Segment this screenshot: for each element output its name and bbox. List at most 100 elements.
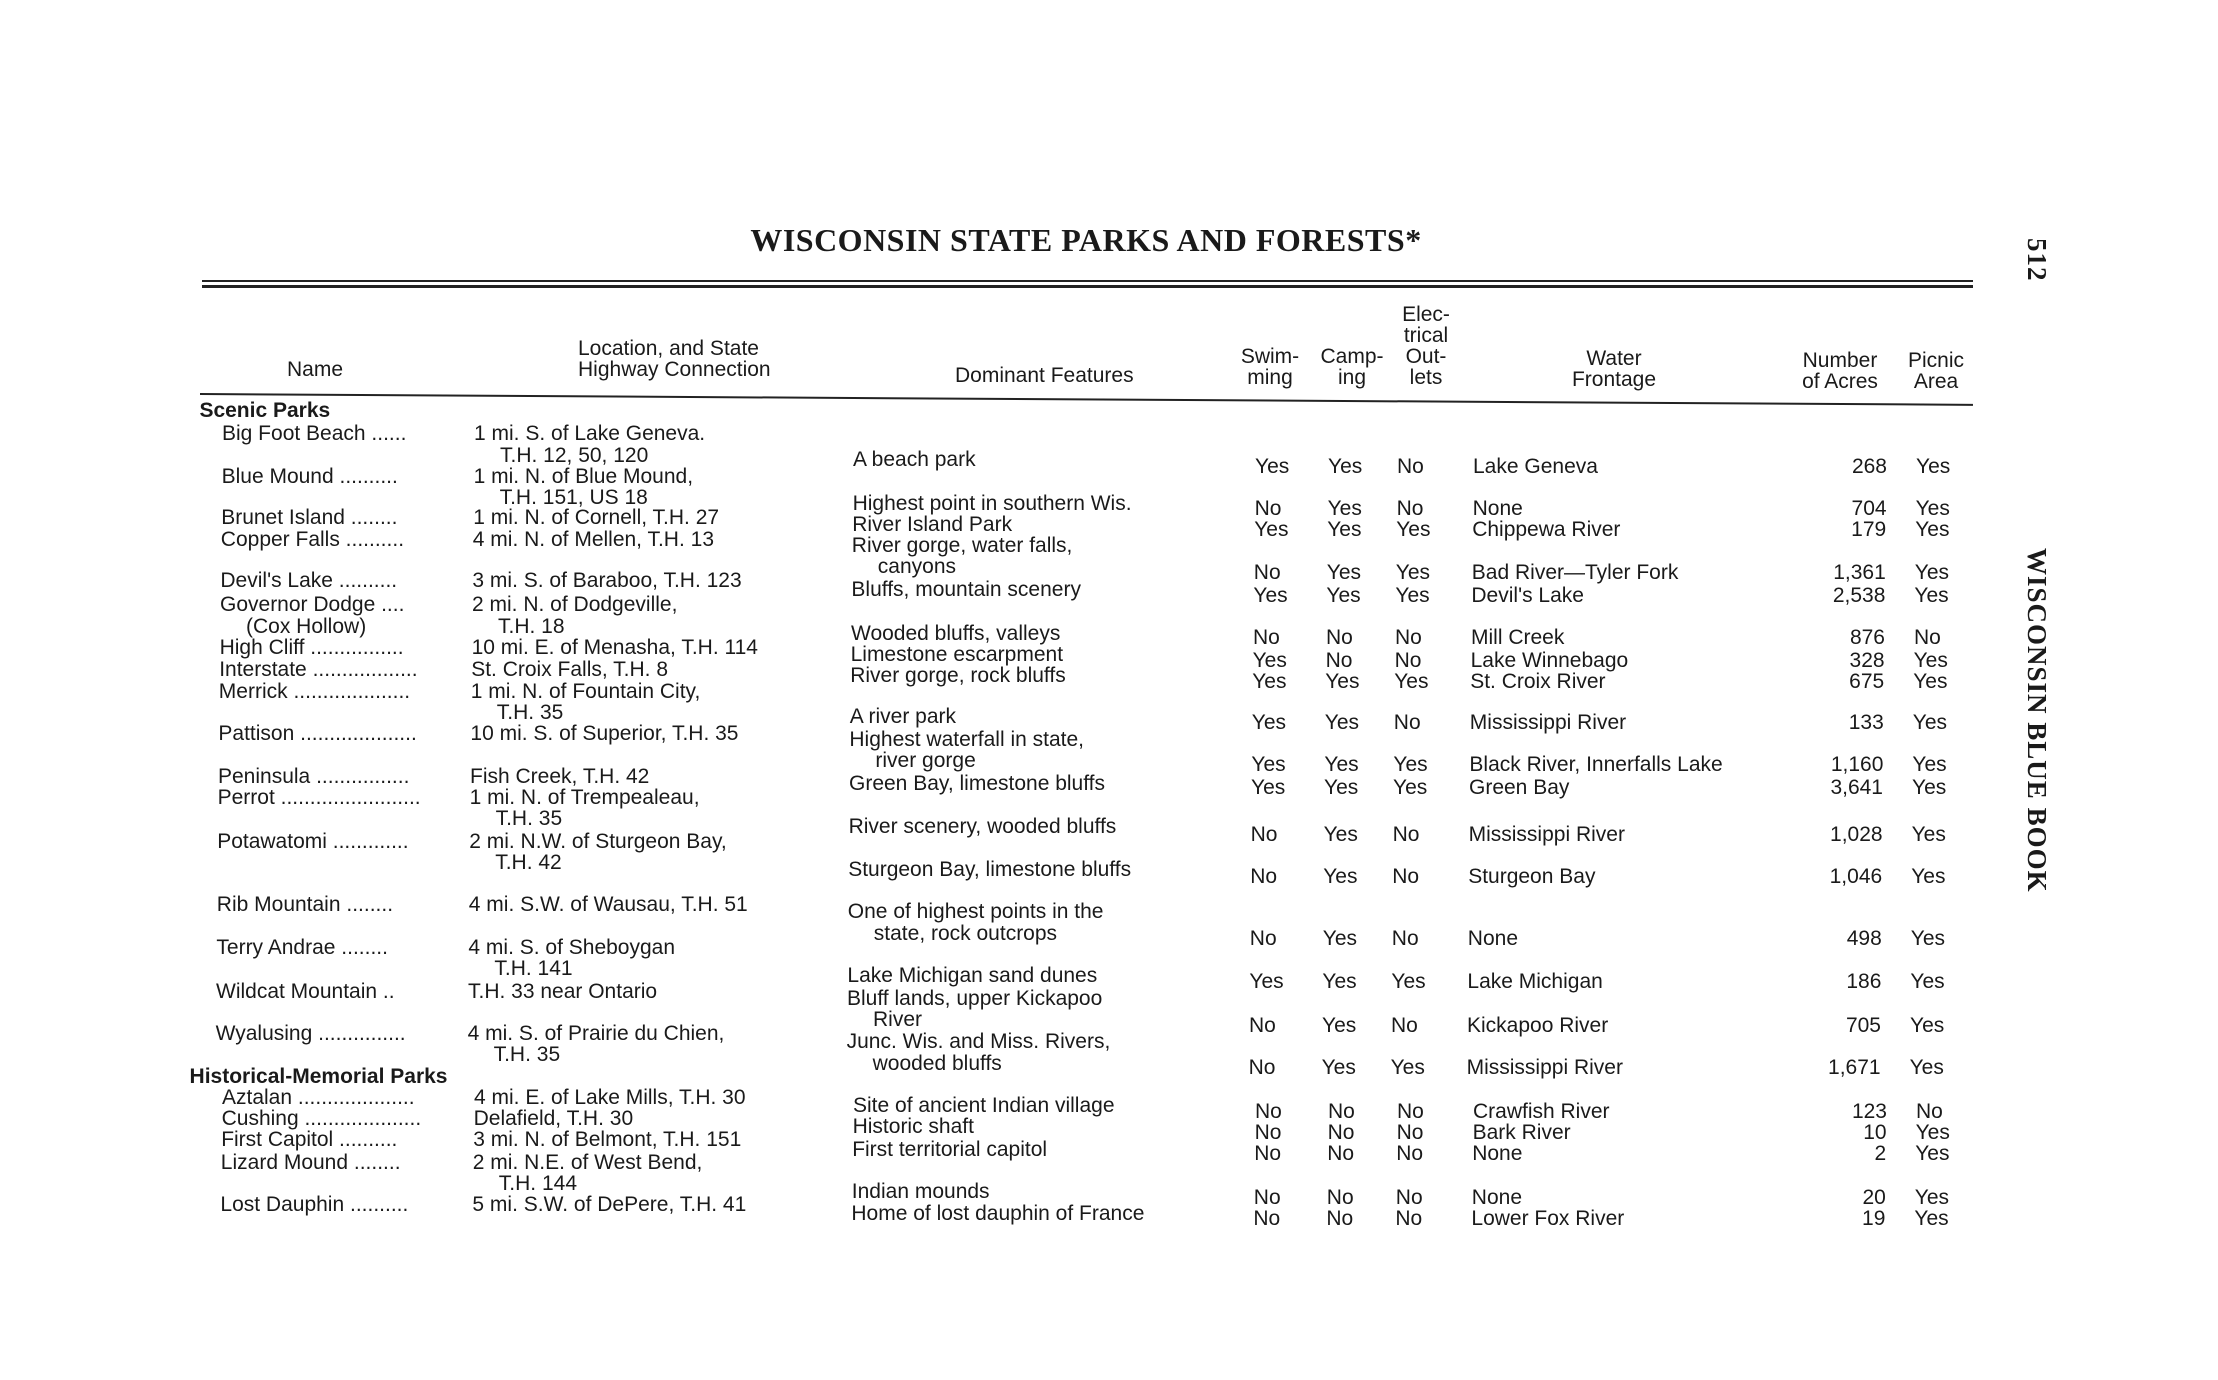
acres-value: 876 (1849, 625, 1885, 649)
picnic-area-value: Yes (1913, 669, 1948, 693)
acres-value: 328 (1849, 648, 1885, 672)
park-location-line: 1 mi. N. of Blue Mound, (473, 464, 694, 488)
electrical-outlets-value: No (1395, 1207, 1423, 1231)
swimming-value: Yes (1255, 454, 1290, 478)
column-header-location: Location, and State Highway Connection (578, 337, 771, 381)
park-features-line: Junc. Wis. and Miss. Rivers, (846, 1030, 1111, 1054)
park-name-line: Big Foot Beach ...... (222, 422, 407, 446)
park-features: Indian mounds (852, 1181, 990, 1203)
park-location: 4 mi. S.W. of Wausau, T.H. 51 (469, 894, 748, 916)
swimming-value: No (1253, 1207, 1281, 1231)
column-header-line: ing (1337, 366, 1367, 389)
park-name-line: Wyalusing ............... (215, 1021, 406, 1045)
park-location-line: T.H. 35 (495, 807, 563, 831)
swimming-value: Yes (1252, 669, 1287, 693)
park-name: Wyalusing ............... (216, 1023, 406, 1045)
acres-value: 3,641 (1830, 775, 1883, 799)
column-header-line: Elec- (1402, 303, 1450, 326)
park-name: Cushing .................... (222, 1108, 422, 1130)
park-name: Lost Dauphin .......... (220, 1194, 408, 1216)
water-frontage-value: Lake Geneva (1473, 454, 1598, 478)
park-location: Delafield, T.H. 30 (474, 1108, 634, 1130)
acres-value: 1,028 (1830, 822, 1883, 846)
electrical-outlets-value: Yes (1390, 1055, 1425, 1079)
swimming-value: Yes (1251, 753, 1286, 777)
column-header-line: Water (1586, 347, 1642, 370)
park-name: Terry Andrae ........ (216, 937, 388, 959)
park-name-line: Lizard Mound ........ (220, 1150, 401, 1174)
park-location-line: 10 mi. E. of Menasha, T.H. 114 (471, 635, 758, 659)
acres-value: 498 (1846, 927, 1882, 951)
acres-value: 705 (1845, 1013, 1881, 1037)
water-frontage-value: None (1467, 927, 1518, 951)
water-frontage-value: Chippewa River (1472, 518, 1621, 542)
camping-value: No (1326, 1186, 1354, 1210)
park-location: 1 mi. N. of Trempealeau, T.H. 35 (470, 787, 700, 830)
swimming-value: Yes (1252, 648, 1287, 672)
park-name: Pattison .................... (218, 723, 416, 745)
picnic-area-value: Yes (1914, 1186, 1950, 1210)
park-location: 1 mi. N. of Cornell, T.H. 27 (473, 507, 719, 529)
park-location: 2 mi. N.W. of Sturgeon Bay, T.H. 42 (469, 831, 727, 874)
column-header-features: Dominant Features (955, 365, 1134, 386)
picnic-area-value: Yes (1914, 1207, 1949, 1231)
picnic-area-value: Yes (1915, 497, 1950, 521)
camping-value: Yes (1322, 969, 1357, 993)
picnic-area-value: Yes (1912, 710, 1948, 734)
park-features: Bluff lands, upper Kickapoo River (847, 988, 1102, 1031)
park-location-line: 2 mi. N.E. of West Bend, (472, 1150, 703, 1174)
swimming-value: No (1249, 1013, 1276, 1037)
top-double-rule (202, 280, 1973, 282)
park-location: 2 mi. N.E. of West Bend, T.H. 144 (473, 1152, 703, 1195)
park-name: Lizard Mound ........ (221, 1152, 401, 1174)
section-heading: Historical-Memorial Parks (189, 1065, 448, 1089)
electrical-outlets-value: No (1393, 710, 1421, 734)
park-features: Site of ancient Indian village (853, 1095, 1115, 1117)
picnic-area-value: Yes (1910, 969, 1945, 993)
column-header-line: Highway Connection (578, 358, 771, 381)
park-name-line: Interstate .................. (219, 658, 418, 682)
park-location-line: 1 mi. S. of Lake Geneva. (474, 422, 706, 446)
park-name: Merrick .................... (219, 681, 410, 703)
column-header-line: Picnic (1907, 349, 1965, 372)
camping-value: Yes (1324, 753, 1359, 777)
park-location-line: 4 mi. S. of Prairie du Chien, (467, 1021, 725, 1045)
water-frontage-value: Mississippi River (1468, 822, 1625, 846)
park-features: River Island Park (852, 514, 1012, 536)
water-frontage-value: Black River, Innerfalls Lake (1469, 753, 1723, 777)
park-location-line: T.H. 144 (498, 1172, 578, 1196)
park-name-line: Potawatomi ............. (217, 829, 409, 853)
swimming-value: Yes (1253, 583, 1288, 607)
park-name-line: Blue Mound .......... (221, 464, 398, 488)
park-features: Bluffs, mountain scenery (851, 579, 1081, 601)
park-location: 5 mi. S.W. of DePere, T.H. 41 (472, 1194, 746, 1216)
electrical-outlets-value: No (1396, 497, 1424, 521)
water-frontage-value: Kickapoo River (1467, 1013, 1609, 1037)
park-features-line: River scenery, wooded bluffs (848, 815, 1117, 839)
electrical-outlets-value: No (1396, 1121, 1424, 1144)
column-header-line: Location, and State (578, 337, 759, 360)
park-features-line: Sturgeon Bay, limestone bluffs (848, 857, 1132, 881)
acres-value: 20 (1862, 1186, 1886, 1210)
park-location-line: T.H. 33 near Ontario (468, 979, 658, 1003)
electrical-outlets-value: No (1392, 822, 1420, 846)
park-location-line: 5 mi. S.W. of DePere, T.H. 41 (472, 1193, 747, 1217)
swimming-value: No (1253, 1186, 1281, 1210)
park-name: Devil's Lake .......... (220, 570, 397, 592)
camping-value: Yes (1324, 710, 1360, 734)
park-features: Junc. Wis. and Miss. Rivers, wooded bluff… (847, 1031, 1111, 1074)
park-location-line: T.H. 35 (493, 1043, 561, 1067)
park-features: Highest point in southern Wis. (853, 493, 1132, 515)
park-features-line: Highest point in southern Wis. (852, 491, 1132, 515)
camping-value: Yes (1328, 454, 1363, 478)
park-features-line: Site of ancient Indian village (853, 1094, 1115, 1118)
park-features-line: First territorial capitol (852, 1137, 1048, 1161)
swimming-value: No (1248, 1055, 1276, 1079)
column-header-camping: Camp-ing (1272, 346, 1432, 388)
camping-value: Yes (1323, 864, 1358, 888)
park-features-line: state, rock outcrops (873, 921, 1058, 945)
picnic-area-value: Yes (1909, 1055, 1944, 1079)
park-name-line: Peninsula ................ (218, 764, 410, 788)
park-location-line: 4 mi. N. of Mellen, T.H. 13 (472, 528, 714, 552)
park-name: Aztalan .................... (222, 1087, 415, 1109)
